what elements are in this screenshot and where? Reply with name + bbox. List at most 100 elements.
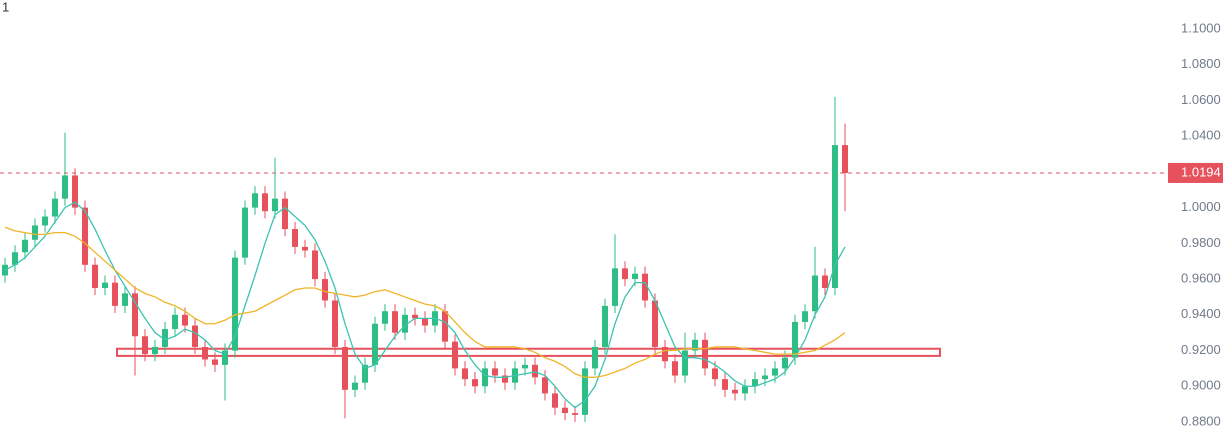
candle-body (472, 379, 478, 387)
candle-body (812, 275, 818, 312)
candle-body (312, 250, 318, 280)
candle-body (352, 382, 358, 390)
candle-body (102, 282, 108, 289)
candle-body (62, 175, 68, 199)
candle-body (672, 361, 678, 376)
y-tick-label: 0.9600 (1181, 271, 1221, 286)
support-zone (116, 347, 941, 357)
candle-body (52, 198, 58, 217)
candle-body (532, 364, 538, 378)
candle-body (562, 407, 568, 414)
candle-body (112, 282, 118, 306)
candle-body (662, 346, 668, 362)
candle-body (302, 246, 308, 251)
candle-body (362, 364, 368, 383)
candle-body (182, 314, 188, 326)
candle-body (522, 364, 528, 369)
candle-body (82, 207, 88, 265)
candle-body (252, 193, 258, 208)
candle-body (792, 321, 798, 358)
candle-body (392, 311, 398, 333)
candle-body (722, 379, 728, 390)
candle-body (132, 293, 138, 337)
candle-body (492, 368, 498, 376)
candle-body (632, 273, 638, 280)
candle-body (622, 268, 628, 280)
candle-body (242, 207, 248, 258)
y-tick-label: 0.9800 (1181, 235, 1221, 250)
candle-body (692, 339, 698, 351)
candle-body (272, 198, 278, 212)
last-price-label: 1.0194 (1181, 164, 1221, 179)
candle-body (152, 346, 158, 355)
candle-body (712, 368, 718, 380)
candle-body (452, 341, 458, 369)
candle-body (682, 350, 688, 376)
candle-body (642, 273, 648, 301)
y-tick-label: 1.0800 (1181, 56, 1221, 71)
candle-body (372, 323, 378, 365)
candle-body (732, 389, 738, 394)
y-tick-label: 0.9200 (1181, 342, 1221, 357)
candle-body (402, 314, 408, 333)
candle-body (32, 225, 38, 240)
candle-body (222, 350, 228, 365)
candle-body (822, 275, 828, 289)
candle-body (212, 359, 218, 365)
y-tick-label: 1.0400 (1181, 128, 1221, 143)
candle-body (342, 346, 348, 390)
candle-body (322, 279, 328, 301)
candle-body (292, 229, 298, 247)
y-tick-label: 0.8800 (1181, 413, 1221, 427)
corner-label: 1 (2, 0, 9, 14)
y-tick-label: 1.1000 (1181, 20, 1221, 35)
candle-body (762, 375, 768, 380)
candle-body (422, 318, 428, 326)
candle-body (742, 386, 748, 394)
candle-body (802, 311, 808, 322)
candle-body (832, 145, 838, 289)
candle-body (282, 198, 288, 230)
candle-body (42, 216, 48, 226)
candle-body (162, 329, 168, 347)
candle-body (552, 393, 558, 408)
candle-body (752, 379, 758, 387)
candle-body (842, 145, 848, 173)
y-tick-label: 0.9400 (1181, 306, 1221, 321)
y-tick-label: 1.0600 (1181, 92, 1221, 107)
candle-body (262, 193, 268, 212)
y-tick-label: 1.0000 (1181, 199, 1221, 214)
candle-body (502, 375, 508, 383)
candle-body (12, 252, 18, 265)
candle-body (462, 368, 468, 380)
y-tick-label: 0.9000 (1181, 378, 1221, 393)
candle-body (22, 239, 28, 253)
last-price-tag (1168, 162, 1223, 183)
candle-body (542, 377, 548, 394)
candle-body (652, 300, 658, 347)
candle-body (142, 336, 148, 355)
candle-body (602, 305, 608, 347)
candle-body (702, 339, 708, 369)
candle-body (192, 325, 198, 347)
candle-body (382, 311, 388, 324)
candle-body (412, 314, 418, 319)
candle-body (572, 413, 578, 415)
candle-body (582, 368, 588, 415)
moving-average (4, 226, 846, 378)
candle-body (592, 346, 598, 369)
moving-average (4, 201, 846, 409)
candle-body (332, 300, 338, 347)
candle-body (612, 268, 618, 306)
candle-body (72, 175, 78, 208)
candle-body (232, 257, 238, 351)
candle-body (92, 264, 98, 289)
candle-body (122, 293, 128, 306)
candle-body (782, 357, 788, 369)
candle-body (772, 368, 778, 376)
candle-body (482, 368, 488, 387)
candle-body (202, 346, 208, 360)
candle-body (442, 311, 448, 342)
candle-body (172, 314, 178, 330)
